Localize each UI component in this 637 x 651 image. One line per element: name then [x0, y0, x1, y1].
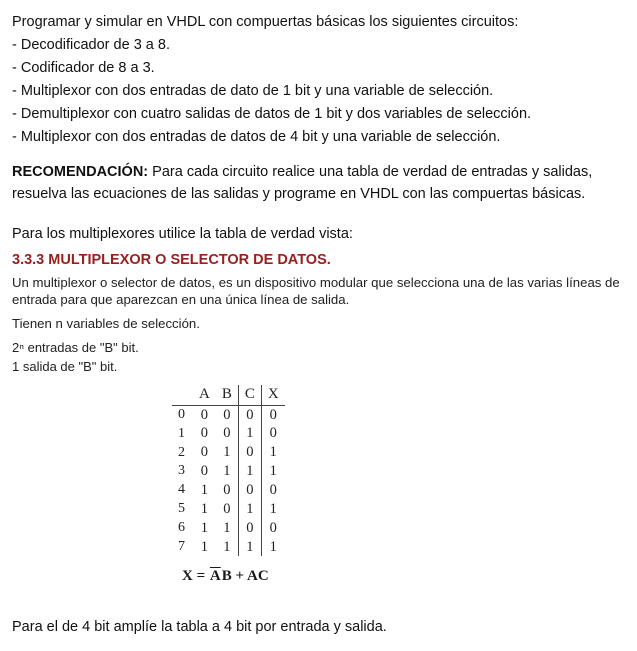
- table-row: 1 0 0 1 0: [172, 424, 285, 443]
- table-cell: 1: [216, 462, 239, 481]
- table-cell: 0: [193, 424, 216, 443]
- table-cell: 0: [216, 500, 239, 519]
- equation-term1-bar: A: [209, 568, 222, 585]
- equation-plus: +: [232, 568, 247, 584]
- truth-table: A B C X 0 0 0 0 0 1 0 0 1 0 2 0: [172, 385, 285, 556]
- table-cell: 1: [238, 538, 261, 557]
- section-paragraph: Un multiplexor o selector de datos, es u…: [12, 274, 625, 310]
- intro-item: - Codificador de 8 a 3.: [12, 58, 625, 79]
- table-cell: 0: [193, 405, 216, 424]
- table-header-row: A B C X: [172, 385, 285, 405]
- table-cell: 1: [193, 500, 216, 519]
- table-cell: 1: [261, 538, 284, 557]
- intro-item: - Decodificador de 3 a 8.: [12, 35, 625, 56]
- table-cell: 0: [238, 443, 261, 462]
- table-row: 4 1 0 0 0: [172, 481, 285, 500]
- table-cell: 1: [216, 443, 239, 462]
- table-cell: 0: [238, 481, 261, 500]
- table-cell: 1: [261, 500, 284, 519]
- section-subitem: 2ⁿ entradas de "B" bit.: [12, 339, 625, 357]
- recommendation-label: RECOMENDACIÓN:: [12, 164, 148, 180]
- table-header-cell-blank: [172, 385, 193, 405]
- intro-item: - Multiplexor con dos entradas de dato d…: [12, 81, 625, 102]
- table-cell-index: 0: [172, 405, 193, 424]
- intro-item: - Multiplexor con dos entradas de datos …: [12, 127, 625, 148]
- table-cell-index: 1: [172, 424, 193, 443]
- table-row: 0 0 0 0 0: [172, 405, 285, 424]
- table-cell: 0: [261, 519, 284, 538]
- intro-item: - Demultiplexor con cuatro salidas de da…: [12, 104, 625, 125]
- section-body: Un multiplexor o selector de datos, es u…: [12, 274, 625, 376]
- table-cell: 1: [193, 481, 216, 500]
- table-cell: 0: [193, 462, 216, 481]
- table-cell: 1: [238, 424, 261, 443]
- table-cell-index: 7: [172, 538, 193, 557]
- table-cell-index: 4: [172, 481, 193, 500]
- table-header-cell: X: [261, 385, 284, 405]
- table-row: 5 1 0 1 1: [172, 500, 285, 519]
- table-cell: 1: [238, 462, 261, 481]
- table-cell: 1: [216, 519, 239, 538]
- output-equation: X = AB + AC: [182, 568, 625, 585]
- recommendation-block: RECOMENDACIÓN: Para cada circuito realic…: [12, 162, 625, 206]
- table-cell: 0: [216, 424, 239, 443]
- table-cell: 0: [261, 424, 284, 443]
- section-sublist: 2ⁿ entradas de "B" bit. 1 salida de "B" …: [12, 339, 625, 375]
- table-row: 3 0 1 1 1: [172, 462, 285, 481]
- table-cell: 0: [193, 443, 216, 462]
- table-cell: 0: [261, 481, 284, 500]
- table-cell: 1: [216, 538, 239, 557]
- table-cell: 1: [193, 519, 216, 538]
- equation-term2: AC: [247, 568, 269, 584]
- table-cell-index: 3: [172, 462, 193, 481]
- table-cell: 0: [238, 519, 261, 538]
- section-subitem: 1 salida de "B" bit.: [12, 358, 625, 376]
- bottom-note: Para el de 4 bit amplíe la tabla a 4 bit…: [12, 619, 625, 635]
- table-cell: 1: [193, 538, 216, 557]
- multiplexor-note: Para los multiplexores utilice la tabla …: [12, 226, 625, 242]
- table-cell: 1: [238, 500, 261, 519]
- section-title: 3.3.3 MULTIPLEXOR O SELECTOR DE DATOS.: [12, 252, 625, 268]
- table-cell: 0: [216, 405, 239, 424]
- intro-block: Programar y simular en VHDL con compuert…: [12, 12, 625, 148]
- page-root: Programar y simular en VHDL con compuert…: [0, 0, 637, 651]
- truth-table-wrap: A B C X 0 0 0 0 0 1 0 0 1 0 2 0: [172, 385, 625, 556]
- table-row: 7 1 1 1 1: [172, 538, 285, 557]
- table-cell: 1: [261, 443, 284, 462]
- section-paragraph: Tienen n variables de selección.: [12, 315, 625, 333]
- table-row: 6 1 1 0 0: [172, 519, 285, 538]
- table-cell-index: 2: [172, 443, 193, 462]
- table-cell: 1: [261, 462, 284, 481]
- equation-lhs: X =: [182, 568, 209, 584]
- table-header-cell: B: [216, 385, 239, 405]
- table-cell-index: 6: [172, 519, 193, 538]
- table-cell: 0: [216, 481, 239, 500]
- table-row: 2 0 1 0 1: [172, 443, 285, 462]
- table-header-cell: C: [238, 385, 261, 405]
- table-cell: 0: [238, 405, 261, 424]
- table-cell-index: 5: [172, 500, 193, 519]
- table-cell: 0: [261, 405, 284, 424]
- intro-lead: Programar y simular en VHDL con compuert…: [12, 12, 625, 33]
- table-header-cell: A: [193, 385, 216, 405]
- equation-term1-tail: B: [222, 568, 232, 584]
